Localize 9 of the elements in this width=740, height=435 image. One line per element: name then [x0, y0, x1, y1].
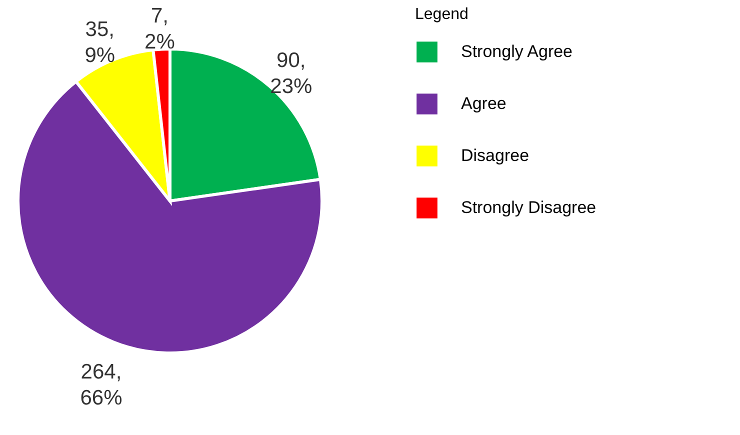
data-label: 264, 66%: [80, 360, 122, 410]
data-label: 35, 9%: [84, 18, 116, 67]
legend-title: Legend: [415, 6, 468, 23]
legend-label: Strongly Disagree: [461, 198, 596, 217]
legend-label: Agree: [461, 94, 506, 113]
data-label: 7, 2%: [144, 4, 175, 54]
data-label: 90, 23%: [270, 49, 312, 98]
legend-label: Disagree: [461, 146, 530, 165]
legend-label: Strongly Agree: [461, 42, 573, 61]
